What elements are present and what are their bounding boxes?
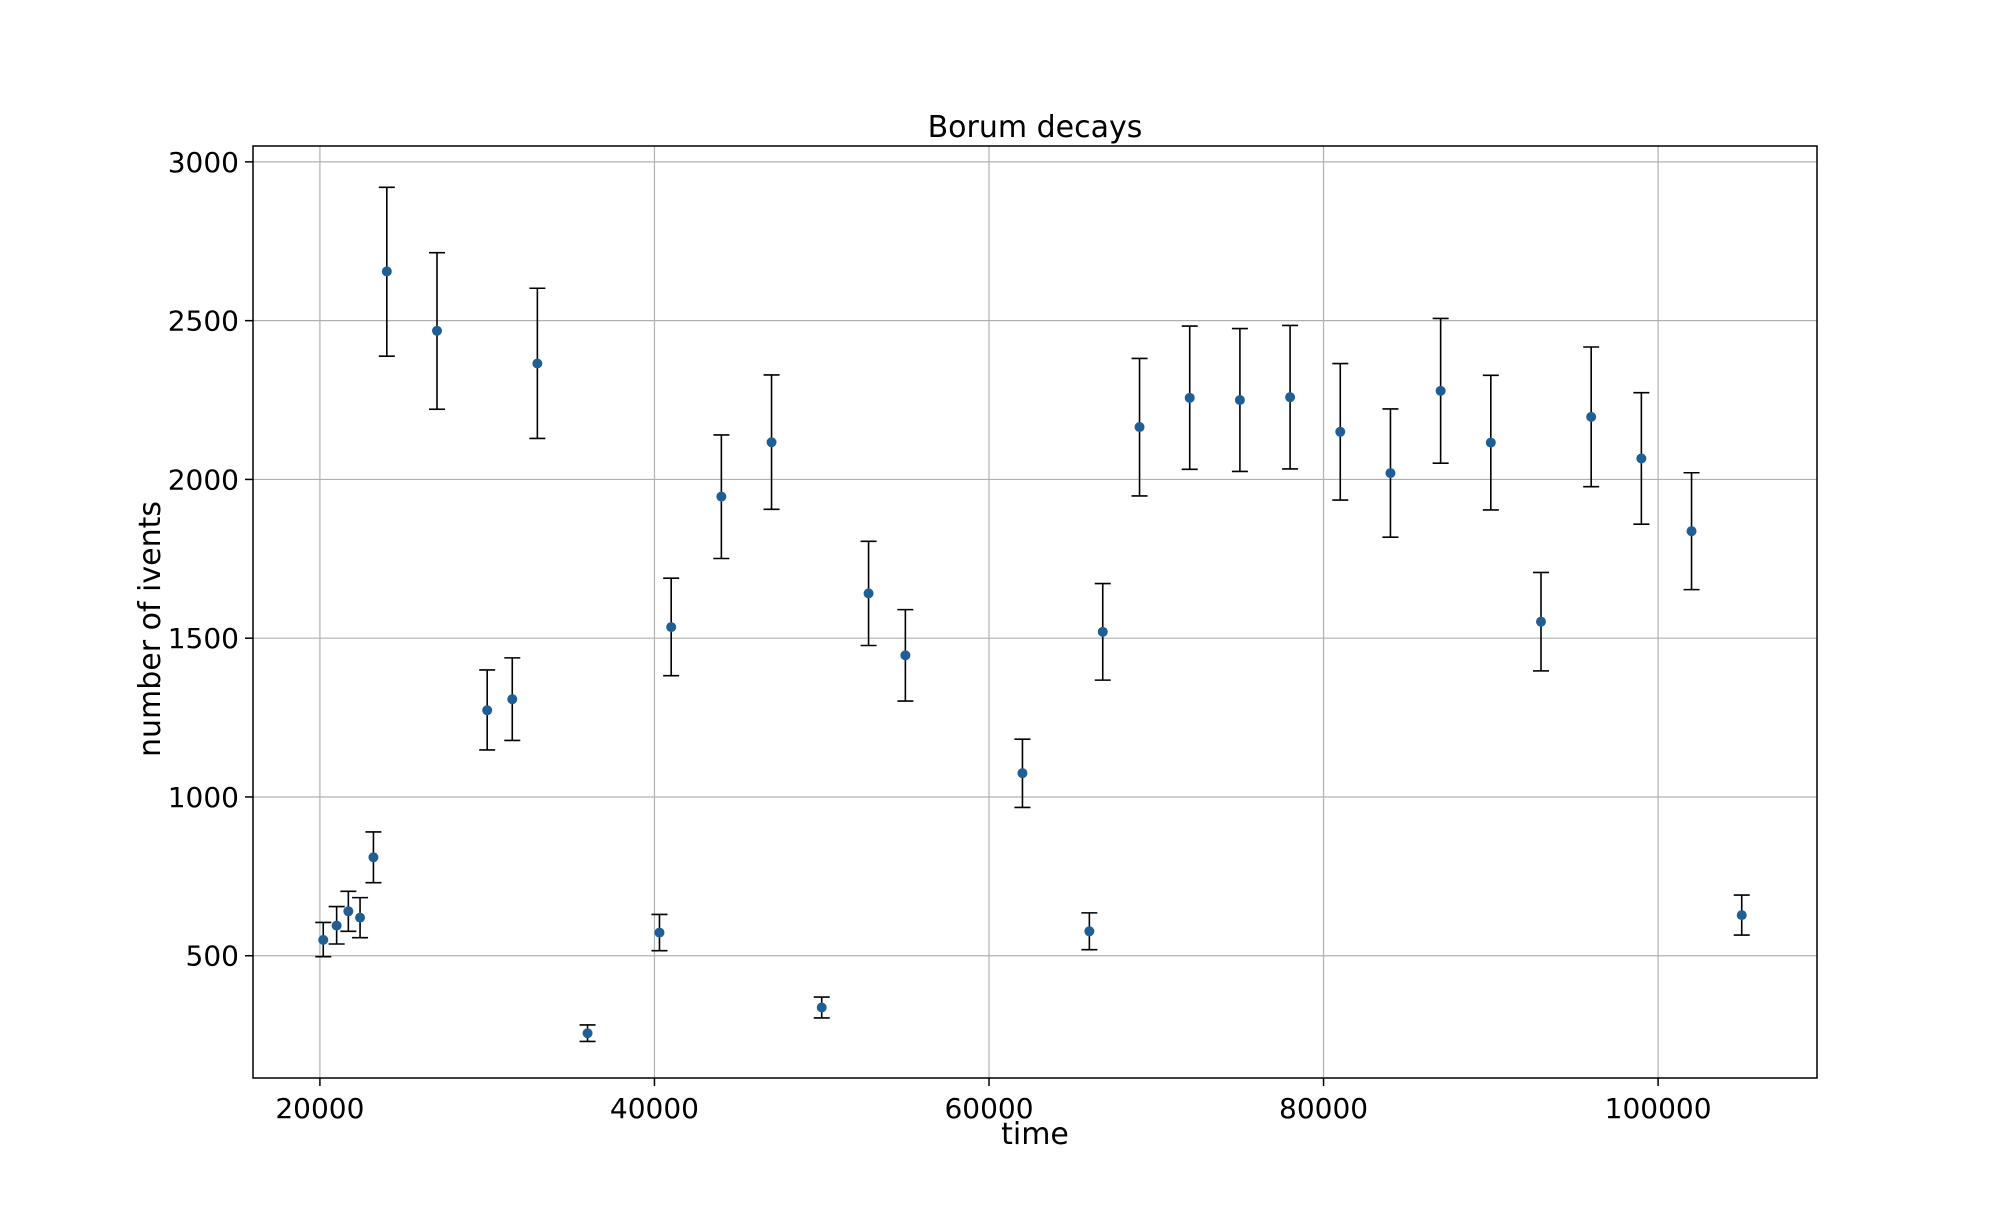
y-axis-title: number of ivents: [133, 501, 168, 757]
data-point: [816, 1002, 827, 1013]
data-point: [716, 491, 727, 502]
y-tick-label: 2500: [168, 305, 239, 338]
data-point: [582, 1028, 593, 1039]
data-point: [1184, 392, 1195, 403]
data-point: [666, 622, 677, 633]
x-tick-label: 80000: [1279, 1092, 1368, 1125]
data-point: [1234, 395, 1245, 406]
data-point: [331, 920, 342, 931]
x-tick-label: 40000: [610, 1092, 699, 1125]
y-tick-label: 500: [186, 940, 239, 973]
y-tick-label: 3000: [168, 146, 239, 179]
data-point: [1084, 926, 1095, 937]
data-point: [381, 266, 392, 277]
data-point: [368, 852, 379, 863]
y-tick-label: 1500: [168, 622, 239, 655]
x-tick-label: 100000: [1605, 1092, 1712, 1125]
chart-title: Borum decays: [928, 110, 1143, 145]
x-tick-label: 60000: [944, 1092, 1033, 1125]
data-point: [900, 650, 911, 661]
data-point: [1435, 385, 1446, 396]
data-point: [343, 906, 354, 917]
data-point: [1485, 437, 1496, 448]
y-tick-label: 2000: [168, 463, 239, 496]
data-point: [1636, 453, 1647, 464]
data-point: [1736, 910, 1747, 921]
data-point: [1536, 616, 1546, 627]
data-point: [1586, 411, 1597, 422]
data-point: [318, 934, 329, 945]
x-axis-title: time: [1001, 1117, 1069, 1152]
data-point: [1385, 468, 1396, 479]
y-tick-label: 1000: [168, 781, 239, 814]
data-point: [482, 705, 493, 716]
data-point: [1335, 426, 1346, 437]
data-point: [1285, 392, 1296, 403]
data-point: [863, 588, 874, 599]
data-point: [1686, 526, 1697, 537]
data-point: [1097, 626, 1108, 637]
data-point: [654, 927, 665, 938]
data-point: [532, 358, 543, 369]
grid: [253, 146, 1817, 1078]
data-point: [1134, 422, 1145, 433]
data-point: [355, 912, 366, 923]
data-point: [507, 694, 518, 705]
ticks: 20000 40000 60000 80000 100000 500 1000 1500 200…: [168, 146, 1712, 1125]
x-tick-label: 20000: [275, 1092, 364, 1125]
plot-frame: [252, 145, 1818, 1079]
data-point: [766, 437, 777, 448]
data-points: [318, 266, 1747, 1039]
data-point: [432, 325, 442, 336]
data-point: [1017, 768, 1028, 779]
